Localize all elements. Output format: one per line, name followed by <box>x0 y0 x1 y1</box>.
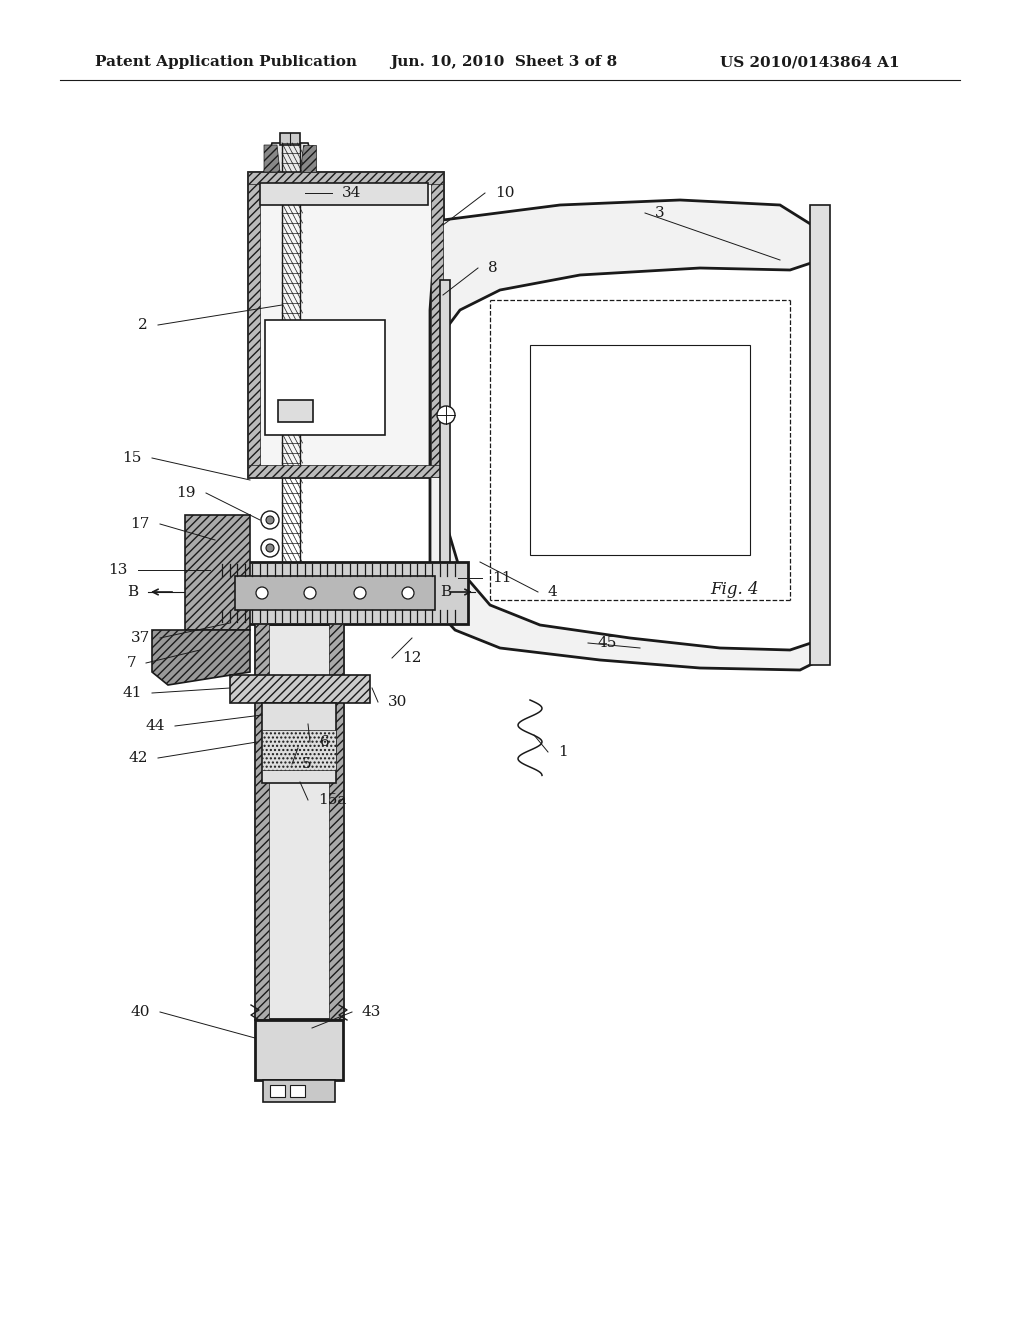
Bar <box>262 730 336 770</box>
Circle shape <box>402 587 414 599</box>
Bar <box>255 624 269 1019</box>
Circle shape <box>437 407 455 424</box>
Circle shape <box>266 544 274 552</box>
Text: 5: 5 <box>302 756 311 771</box>
Bar <box>255 1020 343 1080</box>
Text: 11: 11 <box>492 572 512 585</box>
Text: 2: 2 <box>138 318 148 333</box>
Polygon shape <box>185 515 250 630</box>
Text: 10: 10 <box>495 186 514 201</box>
Text: 37: 37 <box>131 631 150 645</box>
Bar <box>280 133 300 145</box>
Text: 3: 3 <box>655 206 665 220</box>
Bar <box>440 280 450 601</box>
Bar <box>248 465 443 477</box>
Circle shape <box>354 587 366 599</box>
Text: 40: 40 <box>130 1005 150 1019</box>
Bar <box>255 624 343 1019</box>
Bar <box>329 624 343 1019</box>
Bar <box>431 172 443 477</box>
Text: B: B <box>440 585 452 599</box>
Polygon shape <box>264 145 280 172</box>
Bar <box>810 205 830 665</box>
Text: 41: 41 <box>123 686 142 700</box>
Text: 19: 19 <box>176 486 196 500</box>
Bar <box>290 1085 305 1097</box>
Text: Jun. 10, 2010  Sheet 3 of 8: Jun. 10, 2010 Sheet 3 of 8 <box>390 55 617 69</box>
Polygon shape <box>152 630 250 685</box>
Polygon shape <box>300 145 316 172</box>
Text: 17: 17 <box>131 517 150 531</box>
Circle shape <box>256 587 268 599</box>
Text: 8: 8 <box>488 261 498 275</box>
Bar <box>234 576 435 610</box>
Text: 44: 44 <box>145 719 165 733</box>
Bar <box>248 172 443 183</box>
Text: 42: 42 <box>128 751 148 766</box>
Bar <box>530 345 750 554</box>
Text: US 2010/0143864 A1: US 2010/0143864 A1 <box>720 55 900 69</box>
Bar <box>262 704 336 783</box>
Bar <box>248 172 443 477</box>
Text: 34: 34 <box>342 186 361 201</box>
Circle shape <box>261 539 279 557</box>
Bar <box>265 319 385 436</box>
Bar <box>230 675 370 704</box>
Text: 45: 45 <box>598 636 617 649</box>
Text: Fig. 4: Fig. 4 <box>710 582 759 598</box>
Bar <box>263 1080 335 1102</box>
Text: B: B <box>127 585 138 599</box>
Polygon shape <box>430 201 820 671</box>
Text: 43: 43 <box>362 1005 381 1019</box>
Bar <box>260 183 428 205</box>
Text: 4: 4 <box>548 585 558 599</box>
Bar <box>270 1085 285 1097</box>
Bar <box>218 562 468 624</box>
Text: 15: 15 <box>123 451 142 465</box>
Text: 12: 12 <box>402 651 422 665</box>
Polygon shape <box>264 143 316 172</box>
Text: 15a: 15a <box>318 793 346 807</box>
Text: Patent Application Publication: Patent Application Publication <box>95 55 357 69</box>
Text: 1: 1 <box>558 744 567 759</box>
Text: 13: 13 <box>109 564 128 577</box>
Text: 7: 7 <box>126 656 136 671</box>
Text: 6: 6 <box>319 735 330 748</box>
Circle shape <box>304 587 316 599</box>
Circle shape <box>261 511 279 529</box>
Bar <box>248 172 260 477</box>
Bar <box>278 400 313 422</box>
Circle shape <box>266 516 274 524</box>
Text: 30: 30 <box>388 696 408 709</box>
